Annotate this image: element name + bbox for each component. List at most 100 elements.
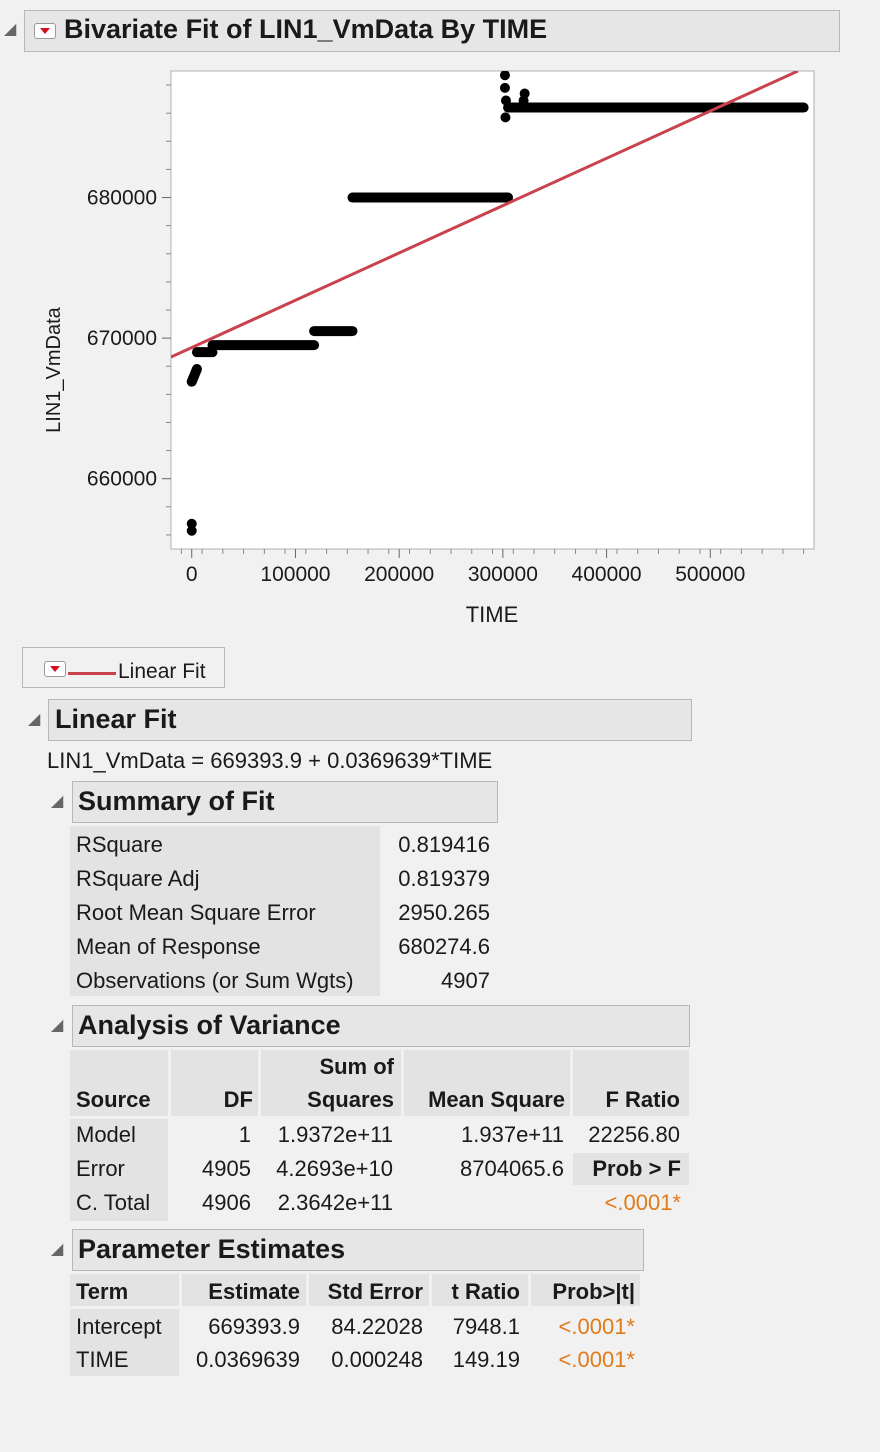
parameters-title: Parameter Estimates — [78, 1234, 346, 1264]
collapse-anova-icon[interactable]: ◢ — [51, 1017, 64, 1034]
anova-df: 4906 — [202, 1190, 251, 1215]
param-term: Intercept — [76, 1314, 162, 1339]
scatter-chart: 0 100000 200000 300000 400000 500000 660000 67… — [43, 70, 815, 627]
data-point — [518, 95, 529, 106]
parameters-header — [72, 1229, 644, 1271]
anova-df: 1 — [238, 1122, 251, 1147]
param-header-stderr: Std Error — [327, 1279, 423, 1304]
data-point — [186, 518, 197, 529]
y-tick-label: 670000 — [87, 327, 157, 350]
data-point — [186, 525, 197, 536]
param-header-estimate: Estimate — [208, 1279, 300, 1304]
param-header-tratio: t Ratio — [451, 1279, 520, 1304]
anova-column-header — [171, 1050, 258, 1116]
legend-swatch — [68, 672, 116, 675]
legend-menu-button[interactable] — [44, 661, 66, 677]
report-menu-button[interactable] — [34, 23, 56, 39]
param-term: TIME — [76, 1347, 129, 1372]
param-header-prob: Prob>|t| — [552, 1279, 635, 1304]
data-point-run — [186, 364, 202, 387]
param-header-term: Term — [76, 1279, 129, 1304]
anova-column-header — [261, 1050, 401, 1116]
anova-ss: 4.2693e+10 — [276, 1156, 393, 1181]
anova-column-header — [404, 1050, 570, 1116]
parameters-column-header — [309, 1274, 429, 1306]
summary-title: Summary of Fit — [78, 786, 275, 816]
linear-fit-line — [171, 71, 799, 359]
report-header — [24, 10, 840, 52]
report-title: Bivariate Fit of LIN1_VmData By TIME — [64, 14, 548, 44]
anova-header-source: Source — [76, 1087, 151, 1112]
data-point — [499, 71, 510, 81]
summary-value: 680274.6 — [398, 934, 490, 959]
x-tick-label: 100000 — [260, 563, 330, 586]
anova-column-header — [573, 1050, 689, 1116]
parameters-column-header — [432, 1274, 528, 1306]
data-point — [499, 82, 510, 93]
anova-header-df: DF — [223, 1087, 253, 1112]
plot-frame — [170, 70, 815, 550]
summary-value: 4907 — [441, 968, 490, 993]
anova-header-ss: Squares — [307, 1087, 394, 1112]
fit-equation: LIN1_VmData = 669393.9 + 0.0369639*TIME — [47, 748, 493, 773]
x-tick-label: 0 — [186, 563, 198, 586]
legend-label: Linear Fit — [118, 660, 206, 683]
x-tick-label: 200000 — [364, 563, 434, 586]
anova-header-ss: Sum of — [319, 1054, 394, 1079]
parameters-term-column — [70, 1309, 179, 1376]
anova-header-f: F Ratio — [605, 1087, 680, 1112]
summary-label-column — [70, 826, 380, 996]
param-estimate: 669393.9 — [208, 1314, 300, 1339]
summary-header — [72, 781, 498, 823]
param-tratio: 149.19 — [452, 1347, 520, 1372]
summary-label: Observations (or Sum Wgts) — [76, 968, 354, 993]
anova-ms: 1.937e+11 — [461, 1122, 564, 1147]
summary-label: Root Mean Square Error — [76, 900, 316, 925]
linear-fit-header — [48, 699, 692, 741]
prob-f-cell — [573, 1153, 689, 1185]
anova-column-header — [70, 1050, 168, 1116]
anova-prob-f-label: Prob > F — [592, 1156, 681, 1181]
collapse-report-icon[interactable]: ◢ — [4, 21, 17, 38]
anova-source: Error — [76, 1156, 125, 1181]
param-estimate: 0.0369639 — [196, 1347, 300, 1372]
anova-prob-f-value: <.0001* — [604, 1190, 681, 1215]
anova-df: 4905 — [202, 1156, 251, 1181]
param-prob: <.0001* — [558, 1314, 635, 1339]
x-tick-label: 400000 — [572, 563, 642, 586]
parameters-column-header — [182, 1274, 306, 1306]
linear-fit-title: Linear Fit — [55, 704, 177, 734]
summary-label: Mean of Response — [76, 934, 261, 959]
anova-source: C. Total — [76, 1190, 151, 1215]
anova-ss: 1.9372e+11 — [277, 1122, 393, 1147]
data-point — [500, 112, 511, 123]
anova-f-ratio: 22256.80 — [588, 1122, 680, 1147]
param-tratio: 7948.1 — [452, 1314, 520, 1339]
anova-source: Model — [76, 1122, 136, 1147]
x-tick-label: 300000 — [468, 563, 538, 586]
anova-header-ms: Mean Square — [428, 1087, 565, 1112]
y-tick-label: 660000 — [87, 468, 157, 491]
parameters-column-header — [70, 1274, 179, 1306]
summary-value: 0.819379 — [398, 866, 490, 891]
param-stderr: 0.000248 — [331, 1347, 423, 1372]
collapse-parameters-icon[interactable]: ◢ — [51, 1241, 64, 1258]
anova-title: Analysis of Variance — [78, 1010, 341, 1040]
anova-ms: 8704065.6 — [460, 1156, 564, 1181]
collapse-summary-icon[interactable]: ◢ — [51, 793, 64, 810]
summary-value: 2950.265 — [398, 900, 490, 925]
anova-ss: 2.3642e+11 — [277, 1190, 393, 1215]
x-tick-label: 500000 — [675, 563, 745, 586]
collapse-linear-fit-icon[interactable]: ◢ — [28, 711, 41, 728]
y-axis-label: LIN1_VmData — [43, 306, 65, 432]
summary-label: RSquare — [76, 832, 163, 857]
summary-value: 0.819416 — [398, 832, 490, 857]
param-prob: <.0001* — [558, 1347, 635, 1372]
anova-header — [72, 1005, 690, 1047]
parameters-column-header — [531, 1274, 640, 1306]
anova-source-column — [70, 1119, 168, 1221]
data-point — [500, 95, 511, 106]
x-axis-label: TIME — [466, 602, 519, 627]
param-stderr: 84.22028 — [331, 1314, 423, 1339]
y-tick-label: 680000 — [87, 187, 157, 210]
